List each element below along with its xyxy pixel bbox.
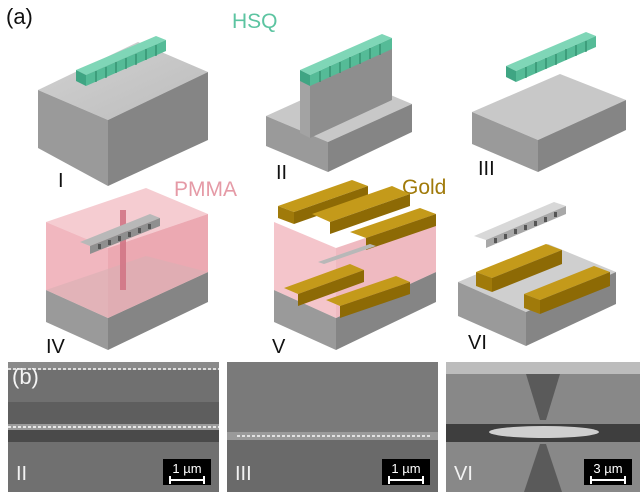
sem-step-label: II (16, 463, 28, 485)
scale-bar: 1 µm (163, 459, 211, 485)
panel-a-label: (a) (6, 4, 33, 29)
scale-bar: 1 µm (382, 459, 430, 485)
step-i-block (38, 36, 208, 186)
step-v-label: V (272, 336, 286, 358)
step-ii-label: II (276, 162, 288, 184)
panel-b-label: (b) (12, 364, 39, 389)
step-iv-label: IV (46, 336, 65, 358)
step-iii-label: III (478, 158, 495, 180)
sem-image-step-iii: III 1 µm (227, 362, 438, 492)
pmma-label: PMMA (174, 178, 237, 201)
scale-bar-text: 1 µm (391, 461, 421, 476)
fabrication-schematic (38, 32, 626, 350)
gold-label: Gold (402, 176, 447, 199)
hsq-label: HSQ (232, 10, 278, 33)
scale-bar-text: 3 µm (593, 461, 623, 476)
step-vi-block (458, 202, 616, 346)
step-v-block (274, 180, 436, 350)
sem-step-label: VI (454, 463, 473, 485)
step-i-label: I (58, 170, 64, 192)
step-ii-block (266, 34, 412, 172)
sem-image-step-ii: (b) II 1 µm (8, 362, 219, 492)
sem-image-step-vi: VI 3 µm (446, 362, 640, 492)
step-iii-block (472, 32, 626, 172)
scale-bar-text: 1 µm (172, 461, 202, 476)
step-iv-block (46, 188, 208, 350)
sem-step-label: III (235, 463, 252, 485)
scale-bar: 3 µm (584, 459, 632, 485)
step-vi-label: VI (468, 332, 487, 354)
